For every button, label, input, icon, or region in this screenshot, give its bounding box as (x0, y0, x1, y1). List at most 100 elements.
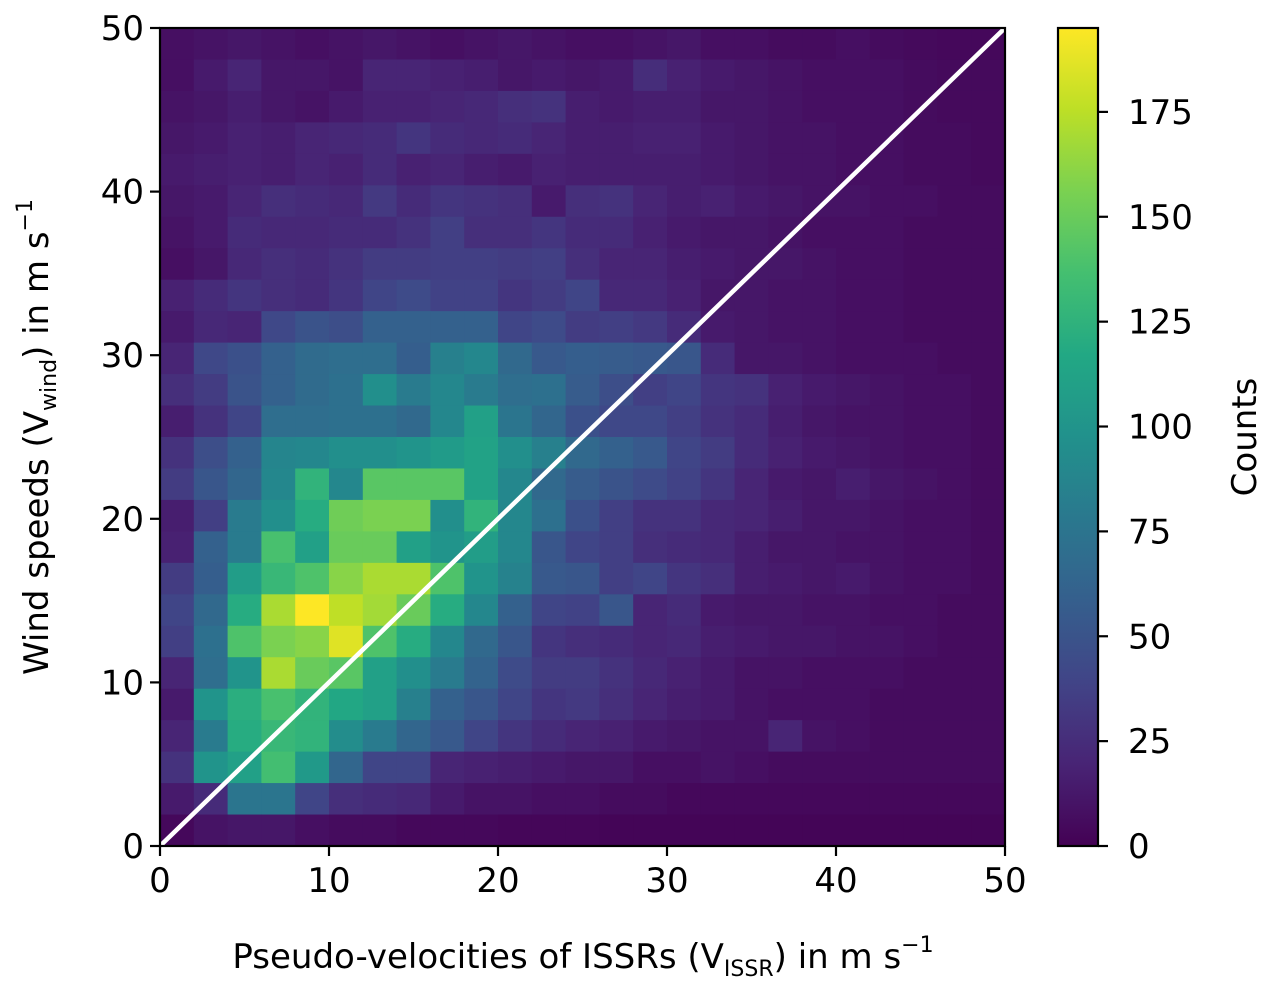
heatmap-cell (734, 688, 769, 721)
heatmap-cell (700, 374, 736, 407)
heatmap-cell (362, 153, 398, 186)
heatmap-cell (464, 153, 499, 186)
heatmap-cell (160, 342, 195, 375)
heatmap-cell (667, 248, 702, 281)
heatmap-cell (903, 122, 938, 155)
heatmap-cell (362, 248, 398, 281)
heatmap-cell (971, 688, 1006, 721)
heatmap-cell (700, 751, 736, 784)
heatmap-cell (700, 216, 736, 249)
heatmap-cell (295, 90, 330, 123)
heatmap-cell (430, 248, 465, 281)
heatmap-cell (836, 59, 871, 92)
heatmap-cell (971, 437, 1006, 470)
heatmap-cell (836, 122, 871, 155)
heatmap-cell (565, 405, 600, 438)
heatmap-cell (971, 374, 1006, 407)
heatmap-cell (396, 185, 431, 218)
heatmap-cell (633, 437, 668, 470)
heatmap-cell (802, 499, 837, 532)
heatmap-cell (261, 625, 296, 658)
heatmap-cell (227, 625, 262, 658)
heatmap-cell (971, 405, 1006, 438)
heatmap-cell (903, 28, 938, 61)
heatmap-cell (498, 185, 533, 218)
heatmap-cell (734, 562, 769, 595)
x-tick-label: 40 (814, 861, 857, 901)
heatmap-cell (531, 783, 567, 816)
heatmap-cell (227, 499, 262, 532)
heatmap-cell (734, 531, 769, 564)
heatmap-cell (836, 468, 871, 501)
heatmap-cell (937, 657, 972, 690)
heatmap-cell (498, 405, 533, 438)
heatmap-cell (869, 594, 905, 627)
heatmap-cell (700, 28, 736, 61)
heatmap-cell (261, 814, 296, 847)
heatmap-cell (836, 279, 871, 312)
heatmap-cell (836, 594, 871, 627)
heatmap-cell (498, 437, 533, 470)
heatmap-cell (396, 405, 431, 438)
heatmap-cell (193, 216, 229, 249)
heatmap-cell (633, 783, 668, 816)
colorbar-tick-label: 0 (1128, 827, 1150, 867)
heatmap-cell (937, 468, 972, 501)
heatmap-cell (396, 342, 431, 375)
heatmap-cell (734, 720, 769, 753)
heatmap-cell (903, 311, 938, 344)
heatmap-cell (362, 531, 398, 564)
heatmap-cell (971, 531, 1006, 564)
heatmap-cell (295, 814, 330, 847)
heatmap-cell (971, 499, 1006, 532)
heatmap-cell (667, 216, 702, 249)
heatmap-cell (734, 59, 769, 92)
heatmap-cell (160, 751, 195, 784)
heatmap-cell (464, 342, 499, 375)
heatmap-cell (937, 279, 972, 312)
heatmap-cell (531, 374, 567, 407)
heatmap-cell (362, 342, 398, 375)
heatmap-cell (396, 122, 431, 155)
heatmap-cell (193, 405, 229, 438)
heatmap-cell (362, 688, 398, 721)
heatmap-cell (633, 499, 668, 532)
heatmap-cell (329, 468, 364, 501)
heatmap-cell (498, 374, 533, 407)
heatmap-cell (295, 751, 330, 784)
heatmap-cell (633, 468, 668, 501)
heatmap-cell (362, 783, 398, 816)
heatmap-cell (329, 688, 364, 721)
heatmap-cell (329, 720, 364, 753)
heatmap-cell (396, 153, 431, 186)
heatmap-cell (261, 783, 296, 816)
heatmap-cell (531, 657, 567, 690)
colorbar-tick-label: 100 (1128, 408, 1193, 448)
heatmap-cell (903, 783, 938, 816)
heatmap-cell (633, 751, 668, 784)
heatmap-cell (700, 783, 736, 816)
heatmap-cell (531, 468, 567, 501)
heatmap-cell (464, 783, 499, 816)
heatmap-cell (295, 279, 330, 312)
heatmap-cell (430, 374, 465, 407)
heatmap-cell (565, 688, 600, 721)
heatmap-cell (160, 783, 195, 816)
heatmap-cell (667, 374, 702, 407)
heatmap-cell (329, 562, 364, 595)
heatmap-cell (261, 248, 296, 281)
heatmap-cell (464, 814, 499, 847)
heatmap-cell (734, 468, 769, 501)
heatmap-cell (362, 657, 398, 690)
heatmap-cell (768, 468, 803, 501)
heatmap-cell (700, 59, 736, 92)
heatmap-cell (193, 751, 229, 784)
heatmap-cell (430, 499, 465, 532)
heatmap-cell (768, 814, 803, 847)
heatmap-cell (802, 783, 837, 816)
heatmap-cell (227, 405, 262, 438)
heatmap-cell (869, 153, 905, 186)
heatmap-cell (836, 531, 871, 564)
x-axis-ticks: 0 10 20 30 40 50 (149, 846, 1027, 901)
heatmap-cell (396, 468, 431, 501)
